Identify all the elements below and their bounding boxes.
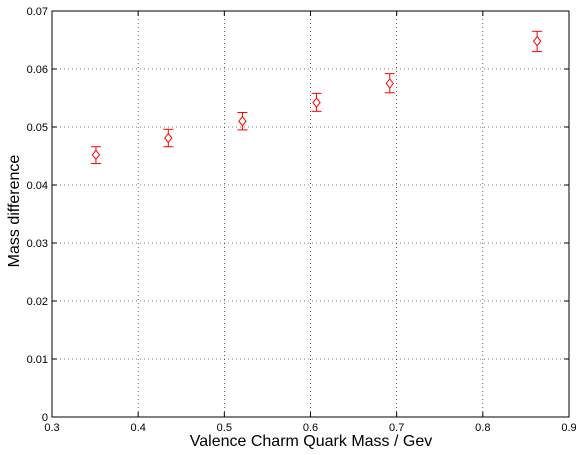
x-tick-label: 0.3 <box>44 422 59 434</box>
y-tick-label: 0.05 <box>27 122 48 134</box>
x-axis-title: Valence Charm Quark Mass / Gev <box>190 433 432 450</box>
x-tick-label: 0.7 <box>389 422 404 434</box>
x-tick-label: 0.4 <box>131 422 146 434</box>
data-points-layer <box>90 30 543 165</box>
y-tick-label: 0.07 <box>27 6 48 18</box>
diamond-marker <box>312 97 321 108</box>
y-tick-label: 0 <box>42 412 48 424</box>
y-axis-title: Mass difference <box>6 155 23 268</box>
diamond-marker <box>238 115 247 127</box>
y-tick-label: 0.01 <box>27 354 48 366</box>
data-point <box>237 112 248 131</box>
x-tick-label: 0.8 <box>475 422 490 434</box>
y-tick-label: 0.03 <box>27 238 48 250</box>
grid-layer <box>52 11 569 417</box>
diamond-marker <box>532 35 542 47</box>
data-point <box>163 128 174 148</box>
y-tick-label: 0.06 <box>27 64 48 76</box>
data-point <box>384 73 395 94</box>
x-tick-label: 0.6 <box>303 422 318 434</box>
tick-layer: 0.3 0.4 0.5 0.6 0.7 0.8 0.9 0 0.01 0.02 0.03 0.04 0.… <box>27 6 577 434</box>
data-point <box>311 92 322 112</box>
y-tick-label: 0.04 <box>27 180 48 192</box>
data-point <box>532 30 543 53</box>
diamond-marker <box>164 132 173 144</box>
x-tick-label: 0.5 <box>217 422 232 434</box>
diamond-marker <box>385 78 395 89</box>
x-tick-label: 0.9 <box>561 422 576 434</box>
data-point <box>90 146 101 165</box>
y-tick-label: 0.02 <box>27 296 48 308</box>
diamond-marker <box>91 149 101 161</box>
